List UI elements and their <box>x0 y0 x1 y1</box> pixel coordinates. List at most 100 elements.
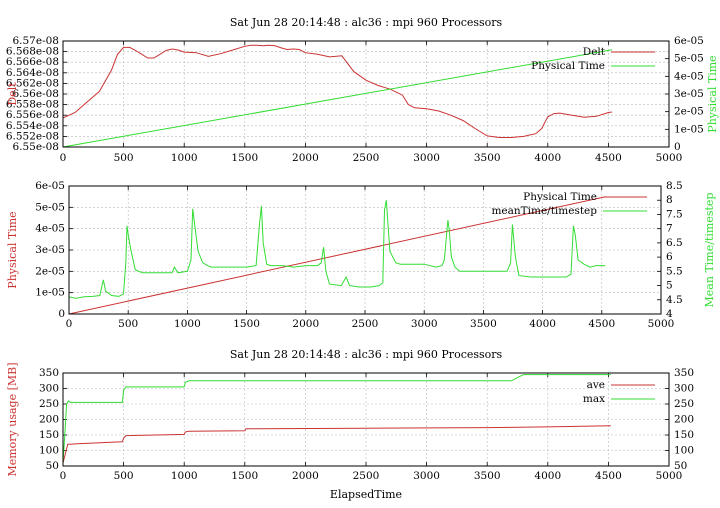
x-tick-label-2: 3500 <box>474 470 501 482</box>
y2-tick-label-0: 1e-05 <box>674 123 704 135</box>
y2-tick-label-1: 6 <box>666 251 673 263</box>
y2-tick-label-2: 200 <box>674 414 694 426</box>
x-tick-label-0: 4500 <box>595 152 622 164</box>
x-tick-label-2: 2500 <box>353 470 380 482</box>
y-tick-label-0: 6.566e-08 <box>6 56 59 68</box>
y-tick-label-2: 250 <box>39 398 59 410</box>
y-tick-label-0: 6.57e-08 <box>12 35 59 47</box>
y2-tick-label-1: 8 <box>666 194 673 206</box>
y2-tick-label-1: 5 <box>666 280 673 292</box>
y2-tick-label-0: 2e-05 <box>674 106 704 118</box>
y-tick-label-1: 6e-05 <box>35 180 65 192</box>
y2-tick-label-1: 7 <box>666 223 673 235</box>
x-tick-label-0: 500 <box>114 152 134 164</box>
x-tick-label-0: 3500 <box>474 152 501 164</box>
x-tick-label-2: 0 <box>60 470 67 482</box>
series-line-max <box>62 374 611 463</box>
y2-tick-label-1: 8.5 <box>666 180 683 192</box>
y-tick-label-2: 100 <box>39 445 59 457</box>
x-tick-label-1: 1000 <box>174 318 201 330</box>
y-axis-label-2: Memory usage [MB] <box>6 362 19 476</box>
y2-tick-label-0: 4e-05 <box>674 70 704 82</box>
y-axis-label-1: Physical Time <box>6 211 19 288</box>
y-tick-label-1: 2e-05 <box>35 265 65 277</box>
plot-frame-2 <box>62 372 670 467</box>
y-tick-label-0: 6.55e-08 <box>12 141 59 153</box>
y-axis-label-0: Delt <box>6 82 19 106</box>
y-tick-label-0: 6.554e-08 <box>6 120 59 132</box>
legend-label-0-1: Physical Time <box>531 60 605 72</box>
legend-label-1-0: Physical Time <box>523 191 597 203</box>
x-tick-label-2: 1500 <box>231 470 258 482</box>
series-line-ave <box>62 425 611 464</box>
x-tick-label-2: 4000 <box>534 470 561 482</box>
plot-frame-1 <box>68 185 662 315</box>
y-tick-label-1: 4e-05 <box>35 223 65 235</box>
y-tick-label-1: 1e-05 <box>35 287 65 299</box>
series-line-physical-time <box>62 49 613 148</box>
x-tick-label-2: 1000 <box>171 470 198 482</box>
y-tick-label-0: 6.562e-08 <box>6 77 59 89</box>
y-tick-label-0: 6.558e-08 <box>6 99 59 111</box>
x-tick-label-0: 0 <box>60 152 67 164</box>
y2-tick-label-1: 7.5 <box>666 208 683 220</box>
series-line-delt <box>62 44 613 138</box>
x-tick-label-1: 4000 <box>529 318 556 330</box>
y2-tick-label-2: 50 <box>674 460 687 472</box>
y-tick-label-0: 6.556e-08 <box>6 109 59 121</box>
x-tick-label-2: 4500 <box>595 470 622 482</box>
y-tick-label-2: 300 <box>39 383 59 395</box>
x-tick-label-1: 1500 <box>233 318 260 330</box>
x-tick-label-1: 3000 <box>411 318 438 330</box>
y-tick-label-2: 200 <box>39 414 59 426</box>
y2-tick-label-0: 3e-05 <box>674 88 704 100</box>
x-tick-label-0: 1000 <box>171 152 198 164</box>
y-tick-label-2: 350 <box>39 367 59 379</box>
x-tick-label-0: 3000 <box>413 152 440 164</box>
y2-tick-label-1: 4.5 <box>666 294 683 306</box>
y2-tick-label-2: 150 <box>674 429 694 441</box>
y-tick-label-0: 6.552e-08 <box>6 130 59 142</box>
x-tick-label-1: 500 <box>118 318 138 330</box>
x-tick-label-0: 5000 <box>656 152 683 164</box>
y-tick-label-0: 6.564e-08 <box>6 67 59 79</box>
x-tick-label-0: 2500 <box>353 152 380 164</box>
y-tick-label-1: 0 <box>58 308 65 320</box>
y2-tick-label-2: 250 <box>674 398 694 410</box>
y2-tick-label-2: 300 <box>674 383 694 395</box>
chart-title-2: Sat Jun 28 20:14:48 : alc36 : mpi 960 Pr… <box>230 348 503 361</box>
x-tick-label-2: 3000 <box>413 470 440 482</box>
y-tick-label-2: 50 <box>46 460 59 472</box>
y-tick-label-1: 5e-05 <box>35 201 65 213</box>
y-tick-label-0: 6.568e-08 <box>6 46 59 58</box>
x-tick-label-1: 3500 <box>470 318 497 330</box>
y-tick-label-1: 3e-05 <box>35 244 65 256</box>
x-tick-label-1: 0 <box>66 318 73 330</box>
y2-tick-label-1: 5.5 <box>666 265 683 277</box>
x-tick-label-1: 4500 <box>588 318 615 330</box>
x-tick-label-1: 2000 <box>292 318 319 330</box>
legend-label-1-1: meanTime/timestep <box>491 205 597 217</box>
y2-tick-label-1: 6.5 <box>666 237 683 249</box>
legend-label-2-1: max <box>583 393 605 405</box>
y2-axis-label-1: Mean Time/timestep <box>703 193 716 308</box>
chart-title-0: Sat Jun 28 20:14:48 : alc36 : mpi 960 Pr… <box>230 16 503 29</box>
x-tick-label-0: 1500 <box>231 152 258 164</box>
x-tick-label-2: 500 <box>114 470 134 482</box>
y2-tick-label-0: 0 <box>674 141 681 153</box>
y2-tick-label-2: 350 <box>674 367 694 379</box>
y-tick-label-0: 6.56e-08 <box>12 88 59 100</box>
series-line-meantime-timestep <box>68 200 606 299</box>
y2-tick-label-0: 5e-05 <box>674 53 704 65</box>
x-tick-label-2: 2000 <box>292 470 319 482</box>
y2-axis-label-0: Physical Time <box>706 55 719 132</box>
x-tick-label-1: 5000 <box>648 318 675 330</box>
plot-frame-0 <box>62 40 670 148</box>
y2-tick-label-2: 100 <box>674 445 694 457</box>
x-tick-label-0: 2000 <box>292 152 319 164</box>
legend-label-0-0: Delt <box>583 46 606 58</box>
series-line-physical-time <box>68 196 606 315</box>
x-tick-label-0: 4000 <box>534 152 561 164</box>
legend-label-2-0: ave <box>587 379 605 391</box>
